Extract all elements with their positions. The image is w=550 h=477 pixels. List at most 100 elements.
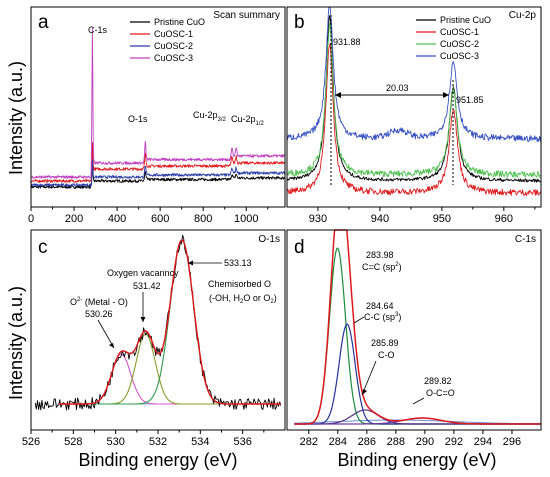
arrow-289 [412, 397, 425, 405]
annotation-oh: (-OH, H2O or O2) [209, 293, 277, 305]
annotation-c-c-sp3: C-C (sp3) [364, 312, 401, 322]
panel-b-corner-label: Cu-2p [509, 10, 537, 21]
series-line-fit [294, 229, 541, 425]
annotation-284: 284.64 [366, 301, 394, 311]
annotation-289: 289.82 [424, 376, 452, 386]
series-line-530-26 [62, 353, 281, 405]
panel-d-frame [286, 229, 542, 431]
annotation-931: 931.88 [333, 37, 361, 47]
x-tick-label-c-530: 530 [106, 436, 124, 448]
annotation-cu2p12: Cu-2p1/2 [231, 114, 265, 127]
panel-b-frame [286, 6, 542, 208]
x-tick-label-d-284: 284 [329, 436, 347, 448]
panel-a: 0 200 400 600 800 1000 a Scan summary Pristin… [28, 6, 286, 225]
panel-d-corner-label: C-1s [515, 234, 536, 245]
x-tick-label-d-296: 296 [503, 436, 521, 448]
panel-c-plot: 526 528 530 532 534 536 [22, 234, 282, 448]
arrow-284 [353, 316, 365, 324]
x-tick-label-b-960: 960 [495, 213, 513, 225]
x-tick-label-c-534: 534 [191, 436, 209, 448]
series-line-cuosc-2 [286, 22, 542, 178]
x-tick-label-c-528: 528 [64, 436, 82, 448]
legend-label-cuosc1: CuOSC-1 [154, 29, 193, 39]
panel-a-frame [30, 6, 286, 208]
x-tick-label-d-290: 290 [416, 436, 434, 448]
panel-a-plot: 0 200 400 600 800 1000 [28, 26, 286, 225]
x-tick-label-c-526: 526 [22, 436, 40, 448]
legend-label-cuosc3: CuOSC-3 [154, 53, 193, 63]
x-tick-label-d-286: 286 [358, 436, 376, 448]
annotation-c1s: C-1s [88, 25, 108, 35]
series-line-background [294, 419, 541, 425]
annotation-splitting: 20.03 [386, 83, 409, 93]
series-line-cuosc-1 [30, 142, 286, 183]
x-tick-label-d-288: 288 [387, 436, 405, 448]
series-line-fit [58, 239, 281, 405]
x-axis-title-right: Binding energy (eV) [337, 450, 496, 470]
x-tick-label-b-940: 940 [371, 213, 389, 225]
legend-label-pristine: Pristine CuO [154, 17, 205, 27]
annotation-o1s: O-1s [128, 114, 148, 124]
series-line-531-42 [62, 333, 281, 405]
x-tick-label-d-294: 294 [474, 436, 492, 448]
panel-a-corner-label: Scan summary [213, 10, 280, 21]
x-tick-label-b-930: 930 [309, 213, 327, 225]
annotation-c-c-sp2: C=C (sp2) [362, 262, 402, 272]
splitting-arrowhead-left [335, 92, 341, 98]
panel-b-legend: Pristine CuO CuOSC-1 CuOSC-2 CuOSC-3 [416, 15, 491, 61]
x-tick-label-a-400: 400 [108, 213, 126, 225]
series-line-cuosc-2 [30, 159, 286, 187]
splitting-arrowhead-right [443, 92, 449, 98]
x-tick-label-a-800: 800 [194, 213, 212, 225]
series-line-cuosc-1 [286, 42, 542, 197]
series-line-raw-data [34, 234, 282, 411]
y-axis-title-top: Intensity (a.u.) [6, 61, 26, 175]
legend-label-cuosc3: CuOSC-3 [440, 51, 479, 61]
annotation-951: 951.85 [456, 95, 484, 105]
panel-b-plot: 930 940 950 960 [286, 6, 542, 225]
x-tick-label-a-600: 600 [151, 213, 169, 225]
annotation-cu2p32: Cu-2p3/2 [193, 110, 227, 123]
annotation-285: 285.89 [371, 338, 399, 348]
annotation-chemisorbed: Chemisorbed O [208, 279, 271, 289]
panel-d-label: d [294, 237, 305, 258]
annotation-533: 533.13 [224, 258, 252, 268]
legend-label-pristine: Pristine CuO [440, 15, 491, 25]
arrowhead-531 [140, 317, 146, 322]
x-tick-label-d-292: 292 [445, 436, 463, 448]
arrowhead-530 [109, 343, 114, 348]
y-axis-title-bottom: Intensity (a.u.) [6, 286, 26, 400]
annotation-283: 283.98 [366, 250, 394, 260]
legend-label-cuosc1: CuOSC-1 [440, 27, 479, 37]
x-tick-label-c-532: 532 [149, 436, 167, 448]
x-tick-label-b-950: 950 [433, 213, 451, 225]
panel-b-label: b [294, 12, 305, 33]
series-line-cuosc-3 [30, 26, 286, 179]
arrowhead-285 [362, 389, 367, 395]
annotation-531: 531.42 [133, 281, 161, 291]
arrow-285 [361, 360, 377, 396]
annotation-o-c-o: O-C=O [426, 388, 455, 398]
x-tick-label-c-536: 536 [233, 436, 251, 448]
arrow-530 [97, 319, 115, 349]
series-line-284-64 [294, 323, 541, 425]
legend-label-cuosc2: CuOSC-2 [440, 39, 479, 49]
panel-c: 526 528 530 532 534 536 c O-1s 533.13 Chemiso… [22, 229, 286, 448]
panel-b: 930 940 950 960 b Cu-2p Pristine CuO CuOSC-… [286, 6, 542, 225]
x-tick-label-d-282: 282 [300, 436, 318, 448]
x-tick-label-a-0: 0 [28, 213, 34, 225]
panel-c-corner-label: O-1s [258, 234, 280, 245]
panel-a-legend: Pristine CuO CuOSC-1 CuOSC-2 CuOSC-3 [130, 17, 205, 63]
series-line-pristine-cuo [286, 15, 542, 183]
x-tick-label-a-1000: 1000 [234, 213, 258, 225]
legend-label-cuosc2: CuOSC-2 [154, 41, 193, 51]
series-line-pristine-cuo [30, 161, 286, 189]
panel-a-label: a [38, 12, 49, 33]
arrowhead-533 [188, 260, 193, 266]
panel-d-plot: 282 284 286 288 290 292 294 296 [294, 229, 541, 448]
panel-d: 282 284 286 288 290 292 294 296 d C-1s 283.98 C… [286, 229, 542, 448]
annotation-o2: O2- (Metal - O) [70, 297, 128, 307]
x-tick-label-a-200: 200 [65, 213, 83, 225]
annotation-c-o: C-O [378, 350, 395, 360]
